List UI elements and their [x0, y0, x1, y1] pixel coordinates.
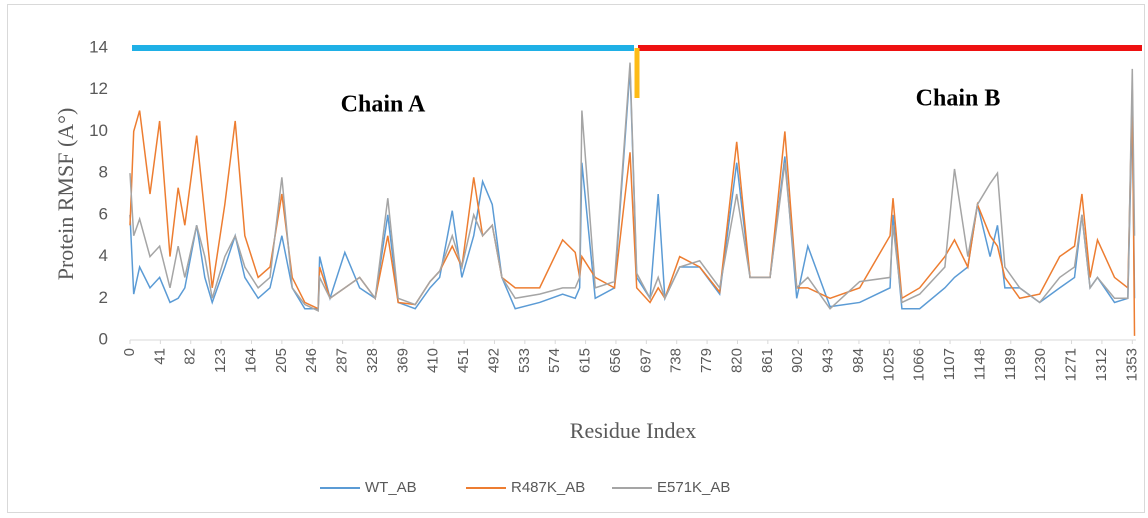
x-tick-label: 1025 [880, 348, 897, 381]
x-tick-label: 1312 [1093, 348, 1110, 381]
legend-label: WT_AB [365, 479, 417, 496]
legend-label: R487K_AB [511, 479, 585, 496]
x-tick-label: 820 [728, 348, 745, 373]
x-tick-label: 1271 [1063, 348, 1080, 381]
x-tick-label: 1230 [1032, 348, 1049, 381]
x-tick-label: 41 [151, 348, 168, 365]
x-tick-label: 656 [607, 348, 624, 373]
x-tick-label: 1148 [971, 348, 988, 380]
x-tick-label: 328 [364, 348, 381, 373]
x-tick-label: 861 [759, 348, 776, 373]
annotation: Chain A [341, 92, 426, 118]
x-tick-label: 533 [516, 348, 533, 373]
x-tick-label: 82 [182, 348, 199, 365]
y-tick-label: 6 [99, 204, 108, 223]
x-tick-label: 1066 [911, 348, 928, 381]
x-tick-label: 1189 [1002, 348, 1019, 380]
x-tick-label: 0 [121, 348, 138, 356]
x-tick-label: 779 [698, 348, 715, 373]
x-tick-label: 369 [394, 348, 411, 373]
y-tick-label: 0 [99, 329, 108, 348]
series-line [129, 62, 1136, 312]
x-tick-label: 697 [637, 348, 654, 373]
x-tick-label: 451 [455, 348, 472, 373]
y-tick-label: 8 [99, 163, 108, 182]
x-tick-label: 615 [577, 348, 594, 373]
x-tick-label: 1353 [1123, 348, 1140, 381]
series-line [129, 89, 1136, 336]
x-tick-label: 984 [850, 348, 867, 373]
x-tick-label: 1107 [941, 348, 958, 380]
x-tick-label: 902 [789, 348, 806, 373]
x-tick-label: 123 [212, 348, 229, 373]
x-tick-label: 410 [425, 348, 442, 373]
x-tick-label: 574 [546, 348, 563, 373]
x-tick-label: 205 [273, 348, 290, 373]
y-tick-label: 10 [89, 121, 108, 140]
x-axis-label: Residue Index [570, 418, 696, 443]
x-tick-label: 287 [334, 348, 351, 373]
x-tick-label: 246 [303, 348, 320, 373]
y-tick-label: 12 [89, 79, 108, 98]
annotation: Chain B [916, 86, 1001, 112]
y-axis-label: Protein RMSF (A°) [53, 108, 78, 281]
legend-label: E571K_AB [657, 479, 730, 496]
x-tick-label: 492 [485, 348, 502, 373]
x-tick-label: 164 [242, 348, 259, 373]
x-tick-label: 943 [820, 348, 837, 373]
y-tick-label: 4 [99, 246, 108, 265]
y-tick-label: 14 [89, 37, 108, 56]
x-tick-label: 738 [668, 348, 685, 373]
y-tick-label: 2 [99, 288, 108, 307]
